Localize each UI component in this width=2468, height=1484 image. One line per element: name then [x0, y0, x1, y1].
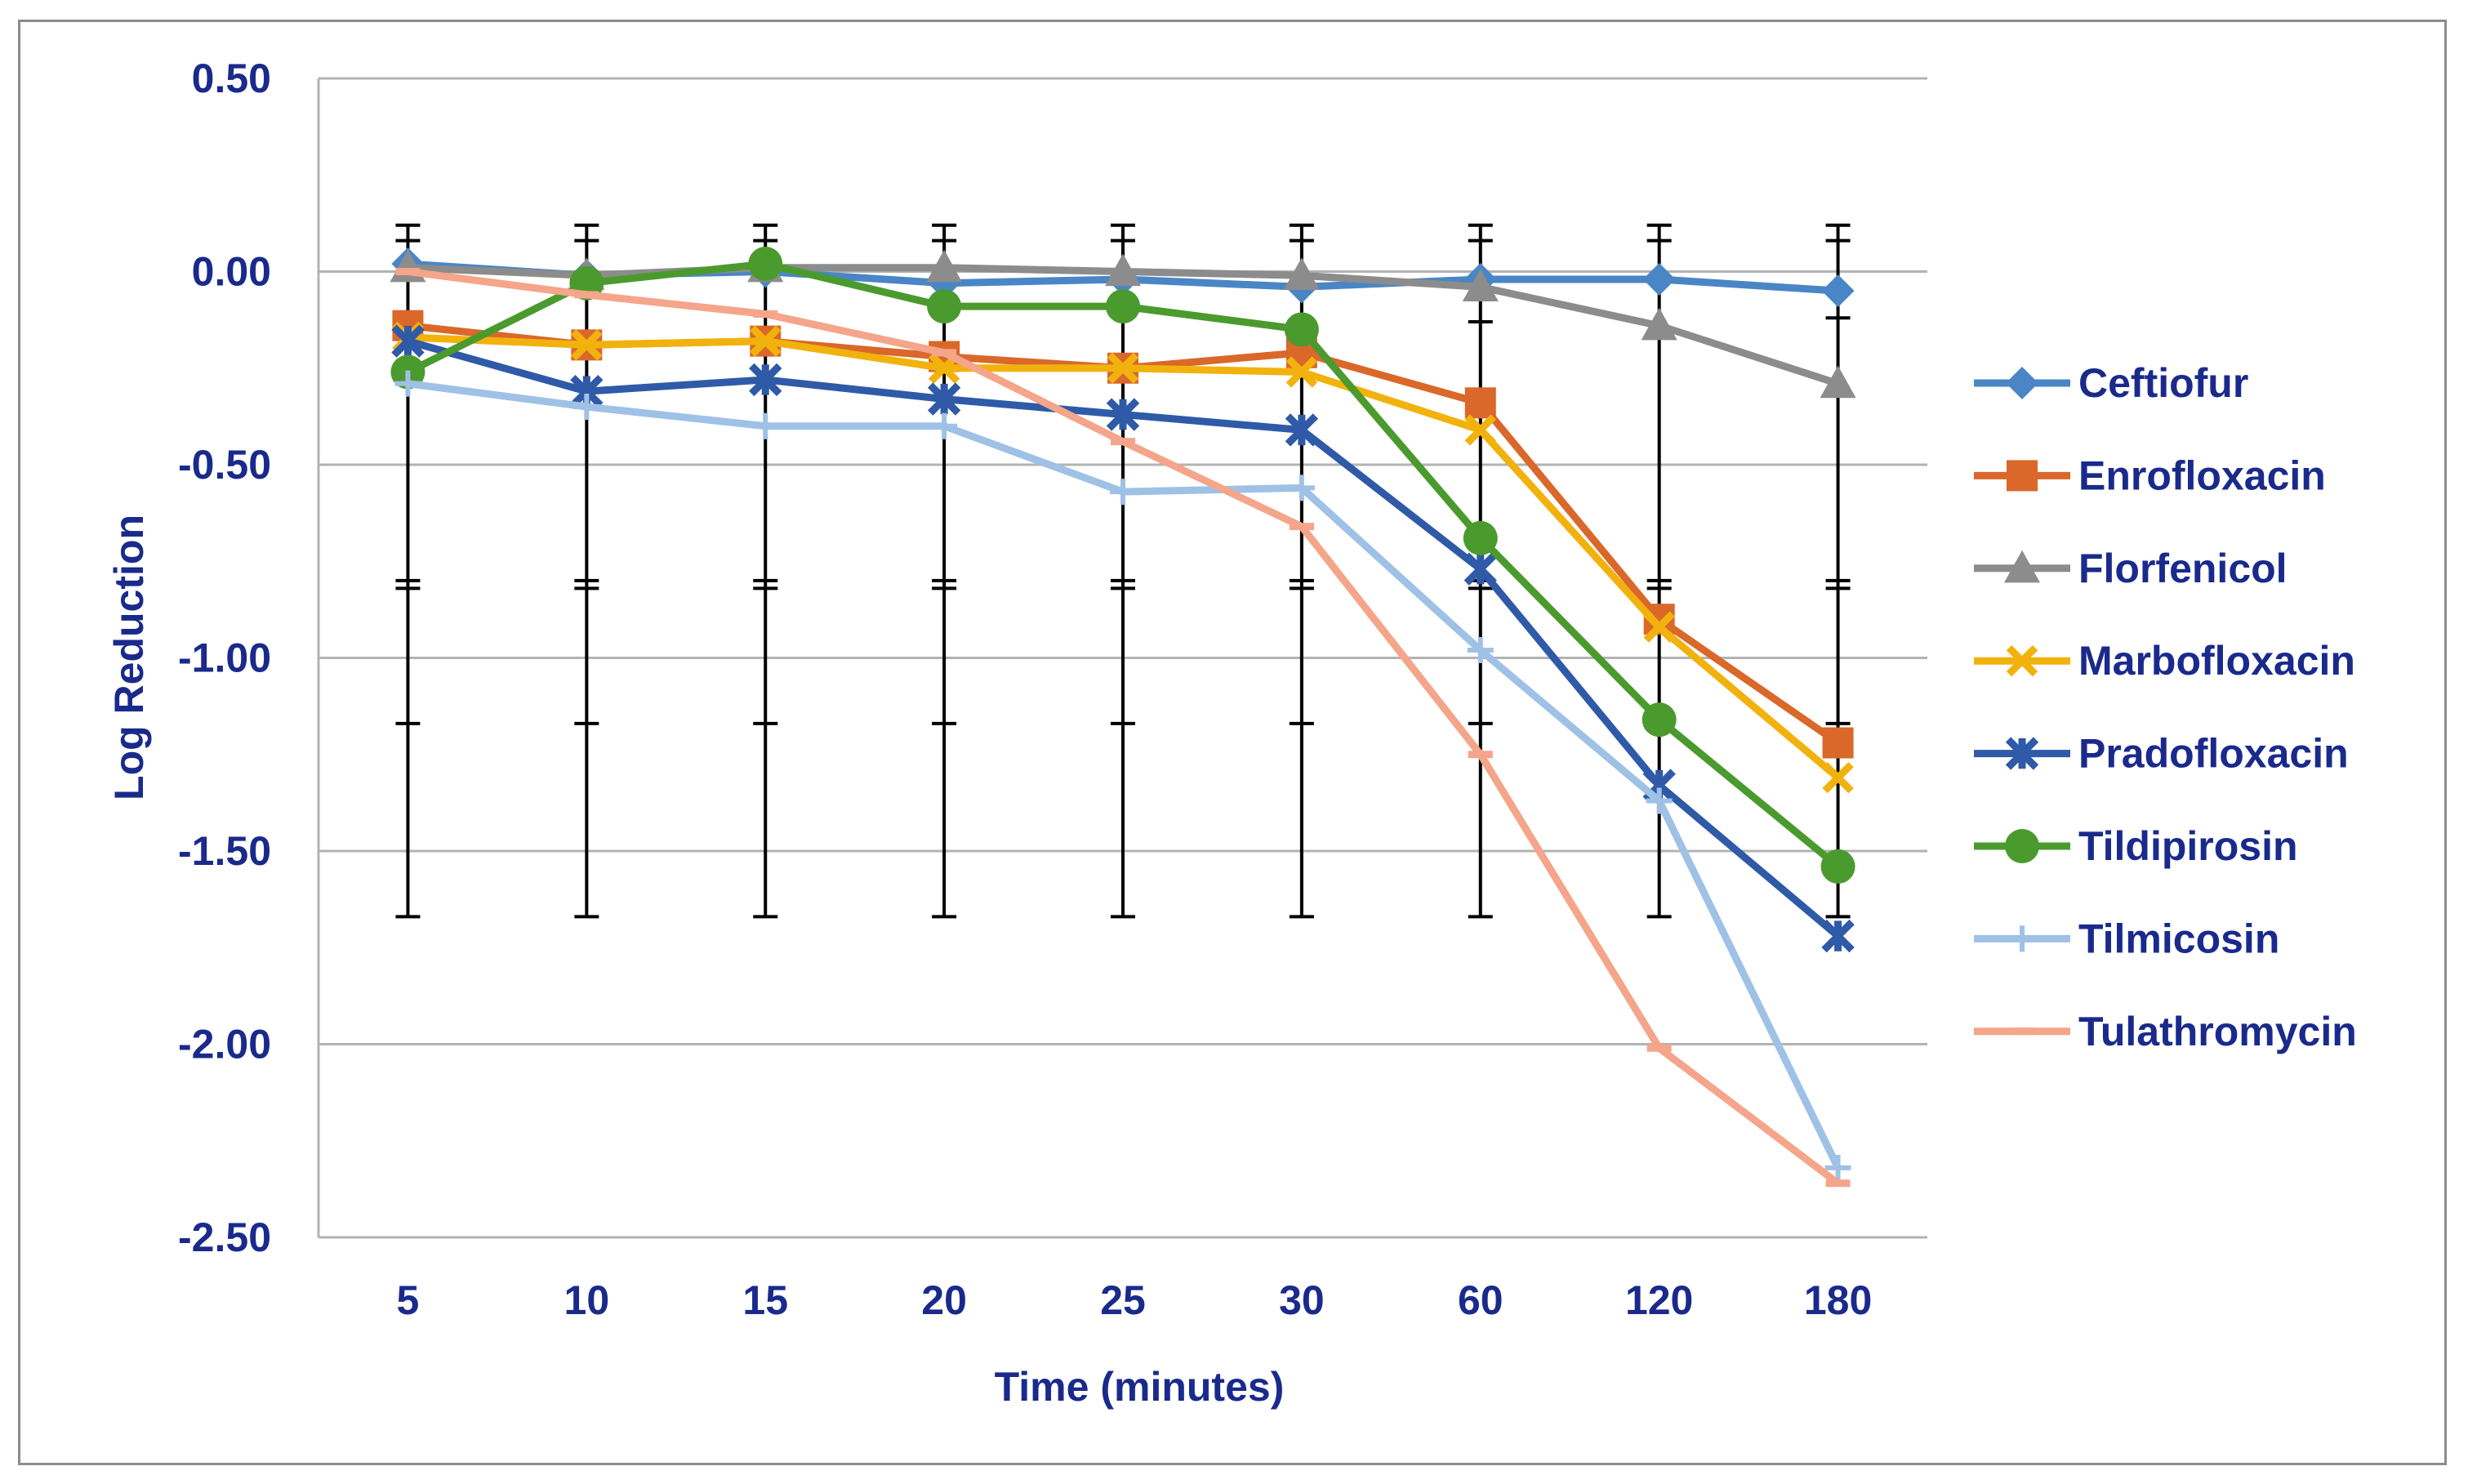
- point-marbofloxacin: [1107, 352, 1139, 384]
- y-tick-label: -1.50: [178, 828, 271, 874]
- point-tilmicosin: [1467, 637, 1494, 664]
- legend-marker-florfenicol: [2004, 550, 2040, 583]
- legend-item-marbofloxacin: Marbofloxacin: [1974, 638, 2355, 684]
- x-tick-labels: 5 10 15 20 25 30 60 120 180: [397, 1277, 1873, 1323]
- y-tick-label: -0.50: [178, 442, 271, 488]
- legend-label-pradofloxacin: Pradofloxacin: [2078, 731, 2349, 777]
- point-florfenicol: [1462, 269, 1499, 302]
- x-axis-title: Time (minutes): [995, 1364, 1285, 1410]
- legend-label-florfenicol: Florfenicol: [2078, 546, 2288, 591]
- y-axis-title: Log Reduction: [106, 515, 152, 800]
- point-tildipirosin: [1463, 520, 1498, 555]
- legend-marker-ceftiofur: [2006, 367, 2038, 399]
- point-marbofloxacin: [1822, 761, 1854, 794]
- point-tildipirosin: [927, 289, 962, 324]
- point-pradofloxacin: [749, 363, 782, 397]
- x-tick-label: 15: [742, 1277, 788, 1323]
- point-florfenicol: [926, 249, 963, 283]
- x-tick-label: 25: [1100, 1277, 1146, 1323]
- point-marbofloxacin: [750, 325, 782, 357]
- point-florfenicol: [1105, 253, 1141, 287]
- legend-label-tilmicosin: Tilmicosin: [2078, 916, 2279, 961]
- legend-label-tulathromycin: Tulathromycin: [2078, 1009, 2357, 1054]
- point-enrofloxacin: [1822, 727, 1854, 759]
- y-tick-label: -1.00: [178, 635, 271, 681]
- legend-item-tulathromycin: Tulathromycin: [1974, 1009, 2357, 1054]
- point-tildipirosin: [748, 247, 783, 282]
- point-florfenicol: [1820, 365, 1856, 399]
- x-tick-label: 180: [1804, 1277, 1872, 1323]
- legend-label-marbofloxacin: Marbofloxacin: [2078, 638, 2355, 684]
- x-tick-label: 20: [921, 1277, 967, 1323]
- point-marbofloxacin: [1285, 356, 1318, 388]
- point-tildipirosin: [1642, 702, 1677, 738]
- point-florfenicol: [1641, 307, 1677, 341]
- point-tilmicosin: [931, 412, 958, 439]
- y-tick-label: 0.50: [192, 56, 271, 101]
- point-tilmicosin: [1288, 475, 1315, 501]
- point-marbofloxacin: [1464, 414, 1496, 446]
- point-tildipirosin: [1106, 289, 1140, 324]
- x-tick-label: 120: [1625, 1277, 1693, 1323]
- y-tick-label: -2.50: [178, 1214, 271, 1260]
- legend-item-tildipirosin: Tildipirosin: [1974, 823, 2298, 869]
- x-tick-label: 30: [1279, 1277, 1325, 1323]
- point-enrofloxacin: [1464, 387, 1496, 419]
- point-marbofloxacin: [1643, 611, 1675, 643]
- legend-marker-tilmicosin: [2009, 925, 2035, 952]
- point-ceftiofur: [1821, 274, 1855, 308]
- point-tilmicosin: [1110, 479, 1136, 506]
- legend-item-pradofloxacin: Pradofloxacin: [1974, 731, 2349, 777]
- point-ceftiofur: [1642, 262, 1676, 296]
- point-tilmicosin: [752, 412, 779, 439]
- y-tick-label: 0.00: [192, 249, 271, 295]
- x-tick-label: 5: [397, 1277, 420, 1323]
- legend-marker-marbofloxacin: [2006, 645, 2038, 677]
- legend-label-enrofloxacin: Enrofloxacin: [2078, 452, 2326, 498]
- point-pradofloxacin: [1463, 552, 1497, 586]
- series-lines: [390, 247, 1856, 1188]
- legend-label-tildipirosin: Tildipirosin: [2078, 823, 2298, 869]
- series-marbofloxacin: [392, 321, 1854, 794]
- point-tilmicosin: [1646, 787, 1673, 814]
- legend-item-florfenicol: Florfenicol: [1974, 546, 2288, 591]
- legend-item-tilmicosin: Tilmicosin: [1974, 916, 2279, 961]
- legend-marker-pradofloxacin: [2005, 737, 2039, 770]
- point-pradofloxacin: [1106, 398, 1140, 431]
- y-tick-labels: 0.50 0.00 -0.50 -1.00 -1.50 -2.00 -2.50: [178, 56, 271, 1260]
- error-bars: [395, 223, 1851, 919]
- chart-frame: 0.50 0.00 -0.50 -1.00 -1.50 -2.00 -2.50 5 10 15 2…: [18, 20, 2447, 1465]
- point-pradofloxacin: [927, 382, 961, 416]
- point-pradofloxacin: [1285, 413, 1319, 447]
- point-tilmicosin: [1824, 1154, 1851, 1181]
- x-tick-label: 60: [1458, 1277, 1504, 1323]
- x-tick-label: 10: [564, 1277, 610, 1323]
- legend-item-ceftiofur: Ceftiofur: [1974, 360, 2248, 406]
- point-tilmicosin: [394, 370, 421, 397]
- point-pradofloxacin: [391, 324, 425, 358]
- legend: Ceftiofur Enrofloxacin Florfenicol Marboflo…: [1974, 360, 2357, 1054]
- legend-marker-tildipirosin: [2005, 829, 2039, 863]
- legend-label-ceftiofur: Ceftiofur: [2078, 360, 2248, 406]
- y-tick-label: -2.00: [178, 1022, 271, 1067]
- point-tilmicosin: [573, 394, 600, 421]
- legend-item-enrofloxacin: Enrofloxacin: [1974, 452, 2326, 498]
- point-tildipirosin: [1820, 849, 1855, 884]
- series-tilmicosin: [394, 370, 1851, 1181]
- point-florfenicol: [1283, 257, 1320, 290]
- legend-marker-enrofloxacin: [2007, 460, 2038, 492]
- point-marbofloxacin: [571, 329, 603, 361]
- series-tulathromycin: [395, 268, 1851, 1188]
- point-tildipirosin: [1284, 312, 1319, 347]
- line-chart: 0.50 0.00 -0.50 -1.00 -1.50 -2.00 -2.50 5 10 15 2…: [106, 56, 2357, 1410]
- point-pradofloxacin: [1821, 919, 1855, 953]
